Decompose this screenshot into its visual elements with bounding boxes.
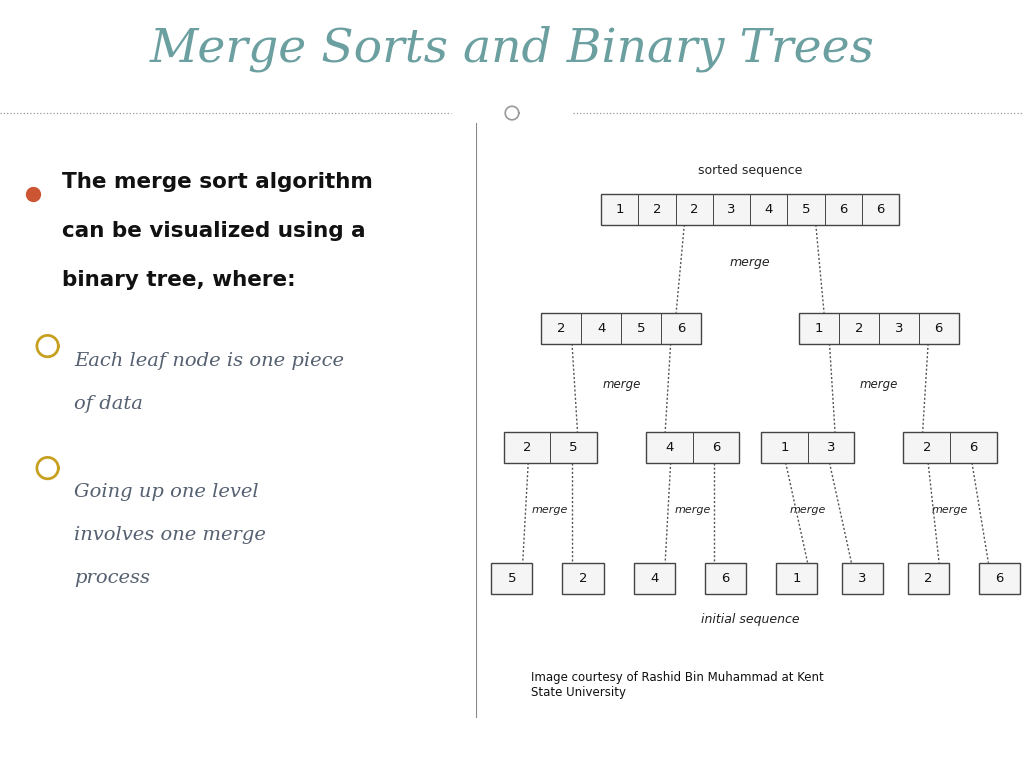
Bar: [634, 563, 675, 594]
Text: 6: 6: [677, 322, 685, 335]
Text: Merge Sorts and Binary Trees: Merge Sorts and Binary Trees: [150, 26, 874, 72]
Text: merge: merge: [730, 257, 770, 270]
Text: Image courtesy of Rashid Bin Muhammad at Kent
State University: Image courtesy of Rashid Bin Muhammad at…: [530, 671, 823, 700]
Bar: [799, 313, 958, 344]
Text: 2: 2: [557, 322, 565, 335]
Text: 4: 4: [650, 571, 658, 584]
Text: Going up one level: Going up one level: [74, 483, 258, 501]
Text: merge: merge: [675, 505, 711, 515]
Text: involves one merge: involves one merge: [74, 526, 265, 544]
Text: 6: 6: [935, 322, 943, 335]
Text: merge: merge: [790, 505, 825, 515]
Text: binary tree, where:: binary tree, where:: [61, 270, 296, 290]
Text: 5: 5: [802, 203, 810, 216]
Bar: [705, 563, 745, 594]
Text: 6: 6: [877, 203, 885, 216]
Text: 1: 1: [780, 441, 788, 454]
Bar: [776, 563, 817, 594]
Text: 2: 2: [652, 203, 662, 216]
Text: 5: 5: [637, 322, 645, 335]
Bar: [562, 563, 603, 594]
Text: 2: 2: [579, 571, 587, 584]
Text: 2: 2: [522, 441, 531, 454]
Text: 3: 3: [895, 322, 903, 335]
Text: 2: 2: [690, 203, 698, 216]
Bar: [492, 563, 532, 594]
Text: 3: 3: [826, 441, 836, 454]
Text: sorted sequence: sorted sequence: [698, 164, 802, 177]
Text: 6: 6: [721, 571, 730, 584]
Text: The merge sort algorithm: The merge sort algorithm: [61, 172, 373, 193]
Bar: [903, 432, 996, 463]
Bar: [542, 313, 701, 344]
Text: 5: 5: [508, 571, 516, 584]
Bar: [842, 563, 883, 594]
Text: can be visualized using a: can be visualized using a: [61, 221, 366, 241]
Text: 2: 2: [923, 441, 931, 454]
Bar: [979, 563, 1020, 594]
Text: merge: merge: [531, 505, 568, 515]
Text: initial sequence: initial sequence: [700, 614, 800, 627]
Text: 6: 6: [712, 441, 720, 454]
Text: 6: 6: [995, 571, 1004, 584]
Text: 4: 4: [765, 203, 773, 216]
Text: 2: 2: [855, 322, 863, 335]
Bar: [601, 194, 899, 225]
Text: 6: 6: [969, 441, 978, 454]
Text: process: process: [74, 568, 150, 587]
Text: merge: merge: [932, 505, 969, 515]
Text: 5: 5: [569, 441, 578, 454]
Text: 1: 1: [793, 571, 801, 584]
Text: 6: 6: [839, 203, 848, 216]
Text: merge: merge: [859, 379, 898, 391]
Text: merge: merge: [602, 379, 641, 391]
Text: 3: 3: [727, 203, 735, 216]
Text: Each leaf node is one piece: Each leaf node is one piece: [74, 352, 344, 370]
Bar: [504, 432, 597, 463]
Bar: [907, 563, 948, 594]
Text: 2: 2: [924, 571, 933, 584]
Text: 1: 1: [814, 322, 823, 335]
Text: 4: 4: [665, 441, 674, 454]
Text: of data: of data: [74, 395, 142, 413]
Bar: [761, 432, 854, 463]
Text: 1: 1: [615, 203, 624, 216]
Bar: [646, 432, 739, 463]
Text: 3: 3: [858, 571, 866, 584]
Text: 4: 4: [597, 322, 605, 335]
